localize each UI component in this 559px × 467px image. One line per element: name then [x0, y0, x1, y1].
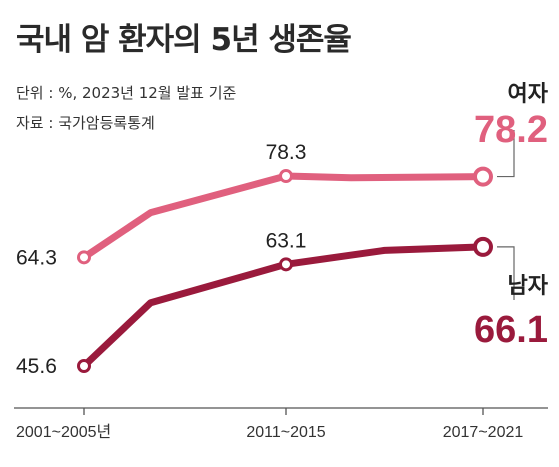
data-label: 63.1 [266, 229, 307, 252]
data-point-marker [473, 166, 493, 187]
data-point-marker [77, 359, 91, 373]
data-point-marker [77, 250, 91, 265]
data-point-marker [279, 169, 293, 183]
data-point-marker [279, 257, 293, 272]
x-tick-label: 2001~2005년 [16, 423, 111, 441]
end-value-label: 66.1 [474, 309, 548, 351]
callout-leader [497, 246, 515, 300]
chart-title: 국내 암 환자의 5년 생존율 [16, 22, 352, 58]
callout-leader [497, 130, 515, 178]
data-label: 45.6 [16, 355, 57, 378]
x-tick-label: 2017~2021 [443, 424, 524, 441]
end-value-label: 78.2 [474, 109, 548, 151]
data-point-marker [473, 236, 493, 257]
data-label: 78.3 [266, 141, 307, 164]
legend-series-name: 남자 [508, 274, 549, 299]
unit-note: 단위 : %, 2023년 12월 발표 기준 [16, 84, 237, 102]
x-tick-label: 2011~2015 [246, 424, 325, 441]
data-label: 64.3 [16, 246, 57, 269]
source-note: 자료 : 국가암등록통계 [16, 114, 155, 132]
legend-series-name: 여자 [508, 82, 549, 107]
